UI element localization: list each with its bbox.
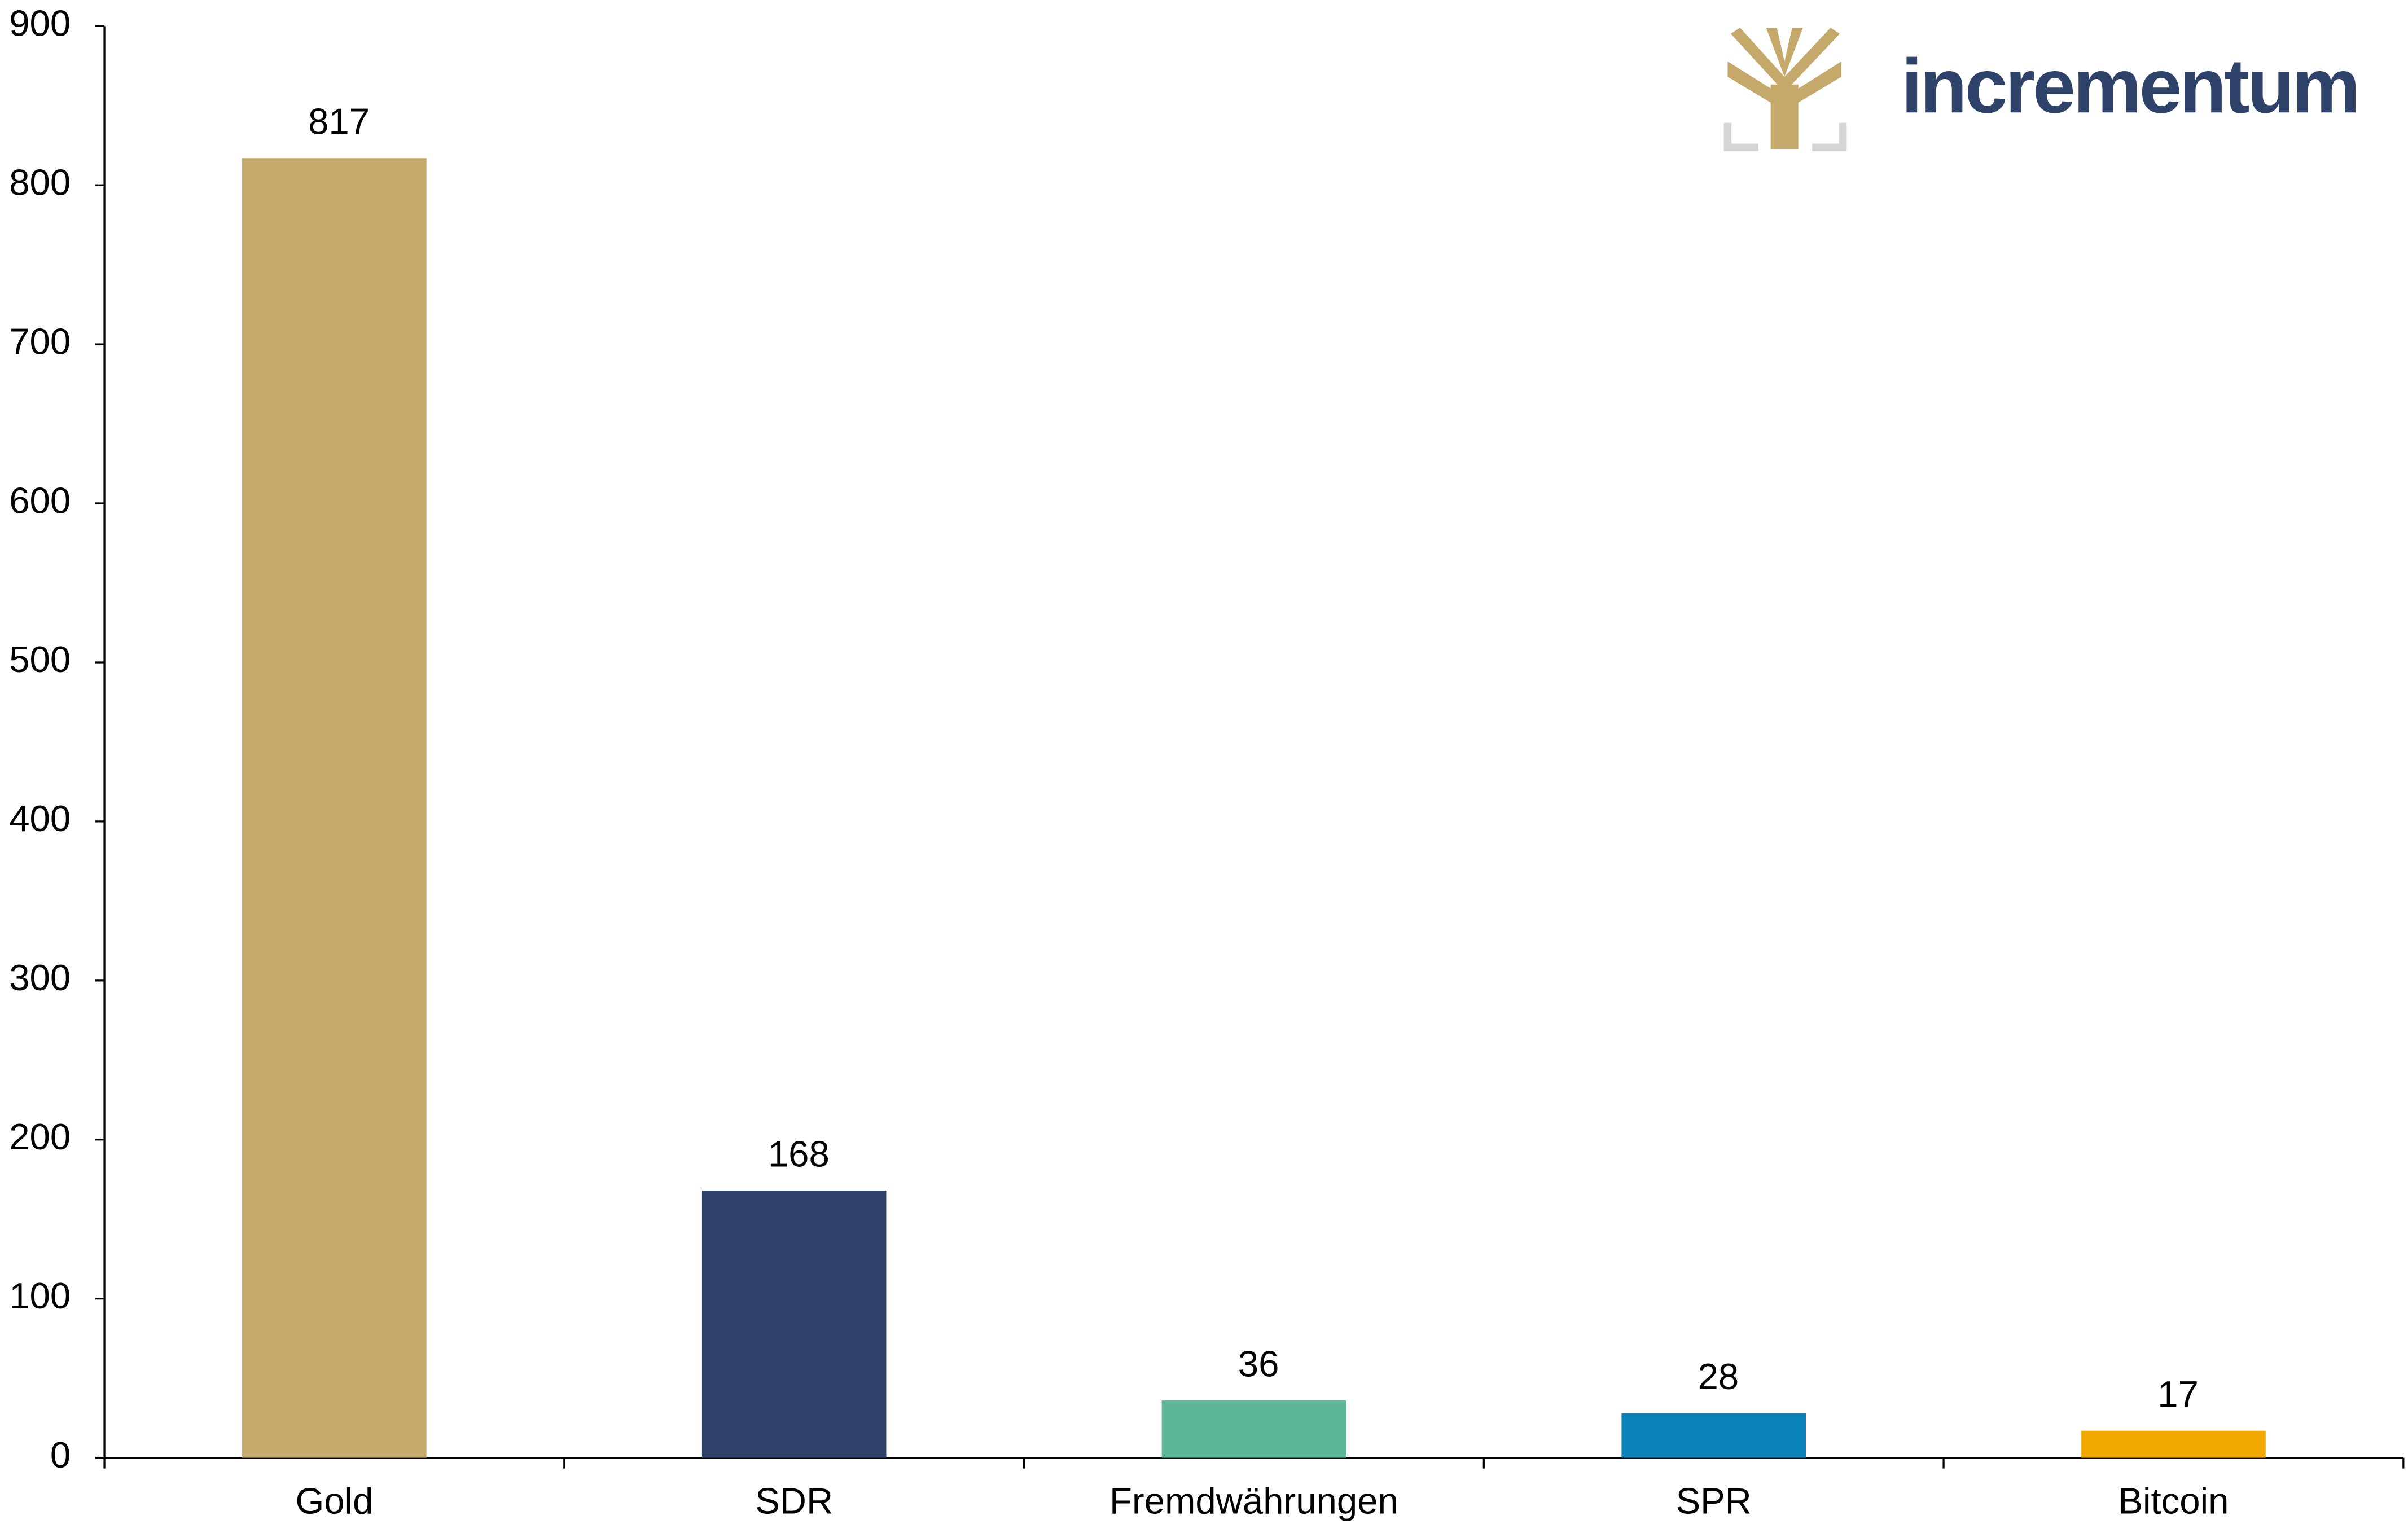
logo-icon bbox=[1727, 28, 1841, 150]
y-tick-label: 600 bbox=[9, 480, 71, 521]
y-tick-label: 700 bbox=[9, 320, 71, 362]
logo-frame bbox=[1723, 122, 1847, 152]
value-label: 17 bbox=[2157, 1373, 2199, 1415]
x-tick-label: Bitcoin bbox=[2118, 1481, 2229, 1522]
value-label: 36 bbox=[1238, 1343, 1279, 1384]
value-label: 28 bbox=[1698, 1356, 1739, 1397]
y-tick-label: 900 bbox=[9, 3, 71, 44]
y-tick-label: 800 bbox=[9, 161, 71, 203]
value-label: 168 bbox=[768, 1133, 830, 1174]
y-tick-label: 300 bbox=[9, 957, 71, 998]
bar bbox=[2081, 1430, 2266, 1458]
y-tick-label: 0 bbox=[50, 1434, 71, 1475]
bar bbox=[701, 1190, 887, 1458]
logo: incrementum bbox=[1723, 28, 2360, 152]
logo-text: incrementum bbox=[1901, 43, 2358, 129]
bar bbox=[242, 158, 427, 1458]
x-tick-label: SPR bbox=[1676, 1481, 1752, 1522]
x-tick-label: Gold bbox=[295, 1481, 373, 1522]
y-tick-label: 500 bbox=[9, 639, 71, 680]
bar bbox=[1161, 1400, 1346, 1458]
y-tick-label: 100 bbox=[9, 1275, 71, 1316]
value-label: 817 bbox=[308, 101, 370, 142]
y-tick-label: 400 bbox=[9, 798, 71, 839]
bar bbox=[1621, 1413, 1806, 1458]
y-tick-label: 200 bbox=[9, 1116, 71, 1157]
x-tick-label: Fremdwährungen bbox=[1109, 1481, 1398, 1522]
x-tick-label: SDR bbox=[755, 1481, 833, 1522]
